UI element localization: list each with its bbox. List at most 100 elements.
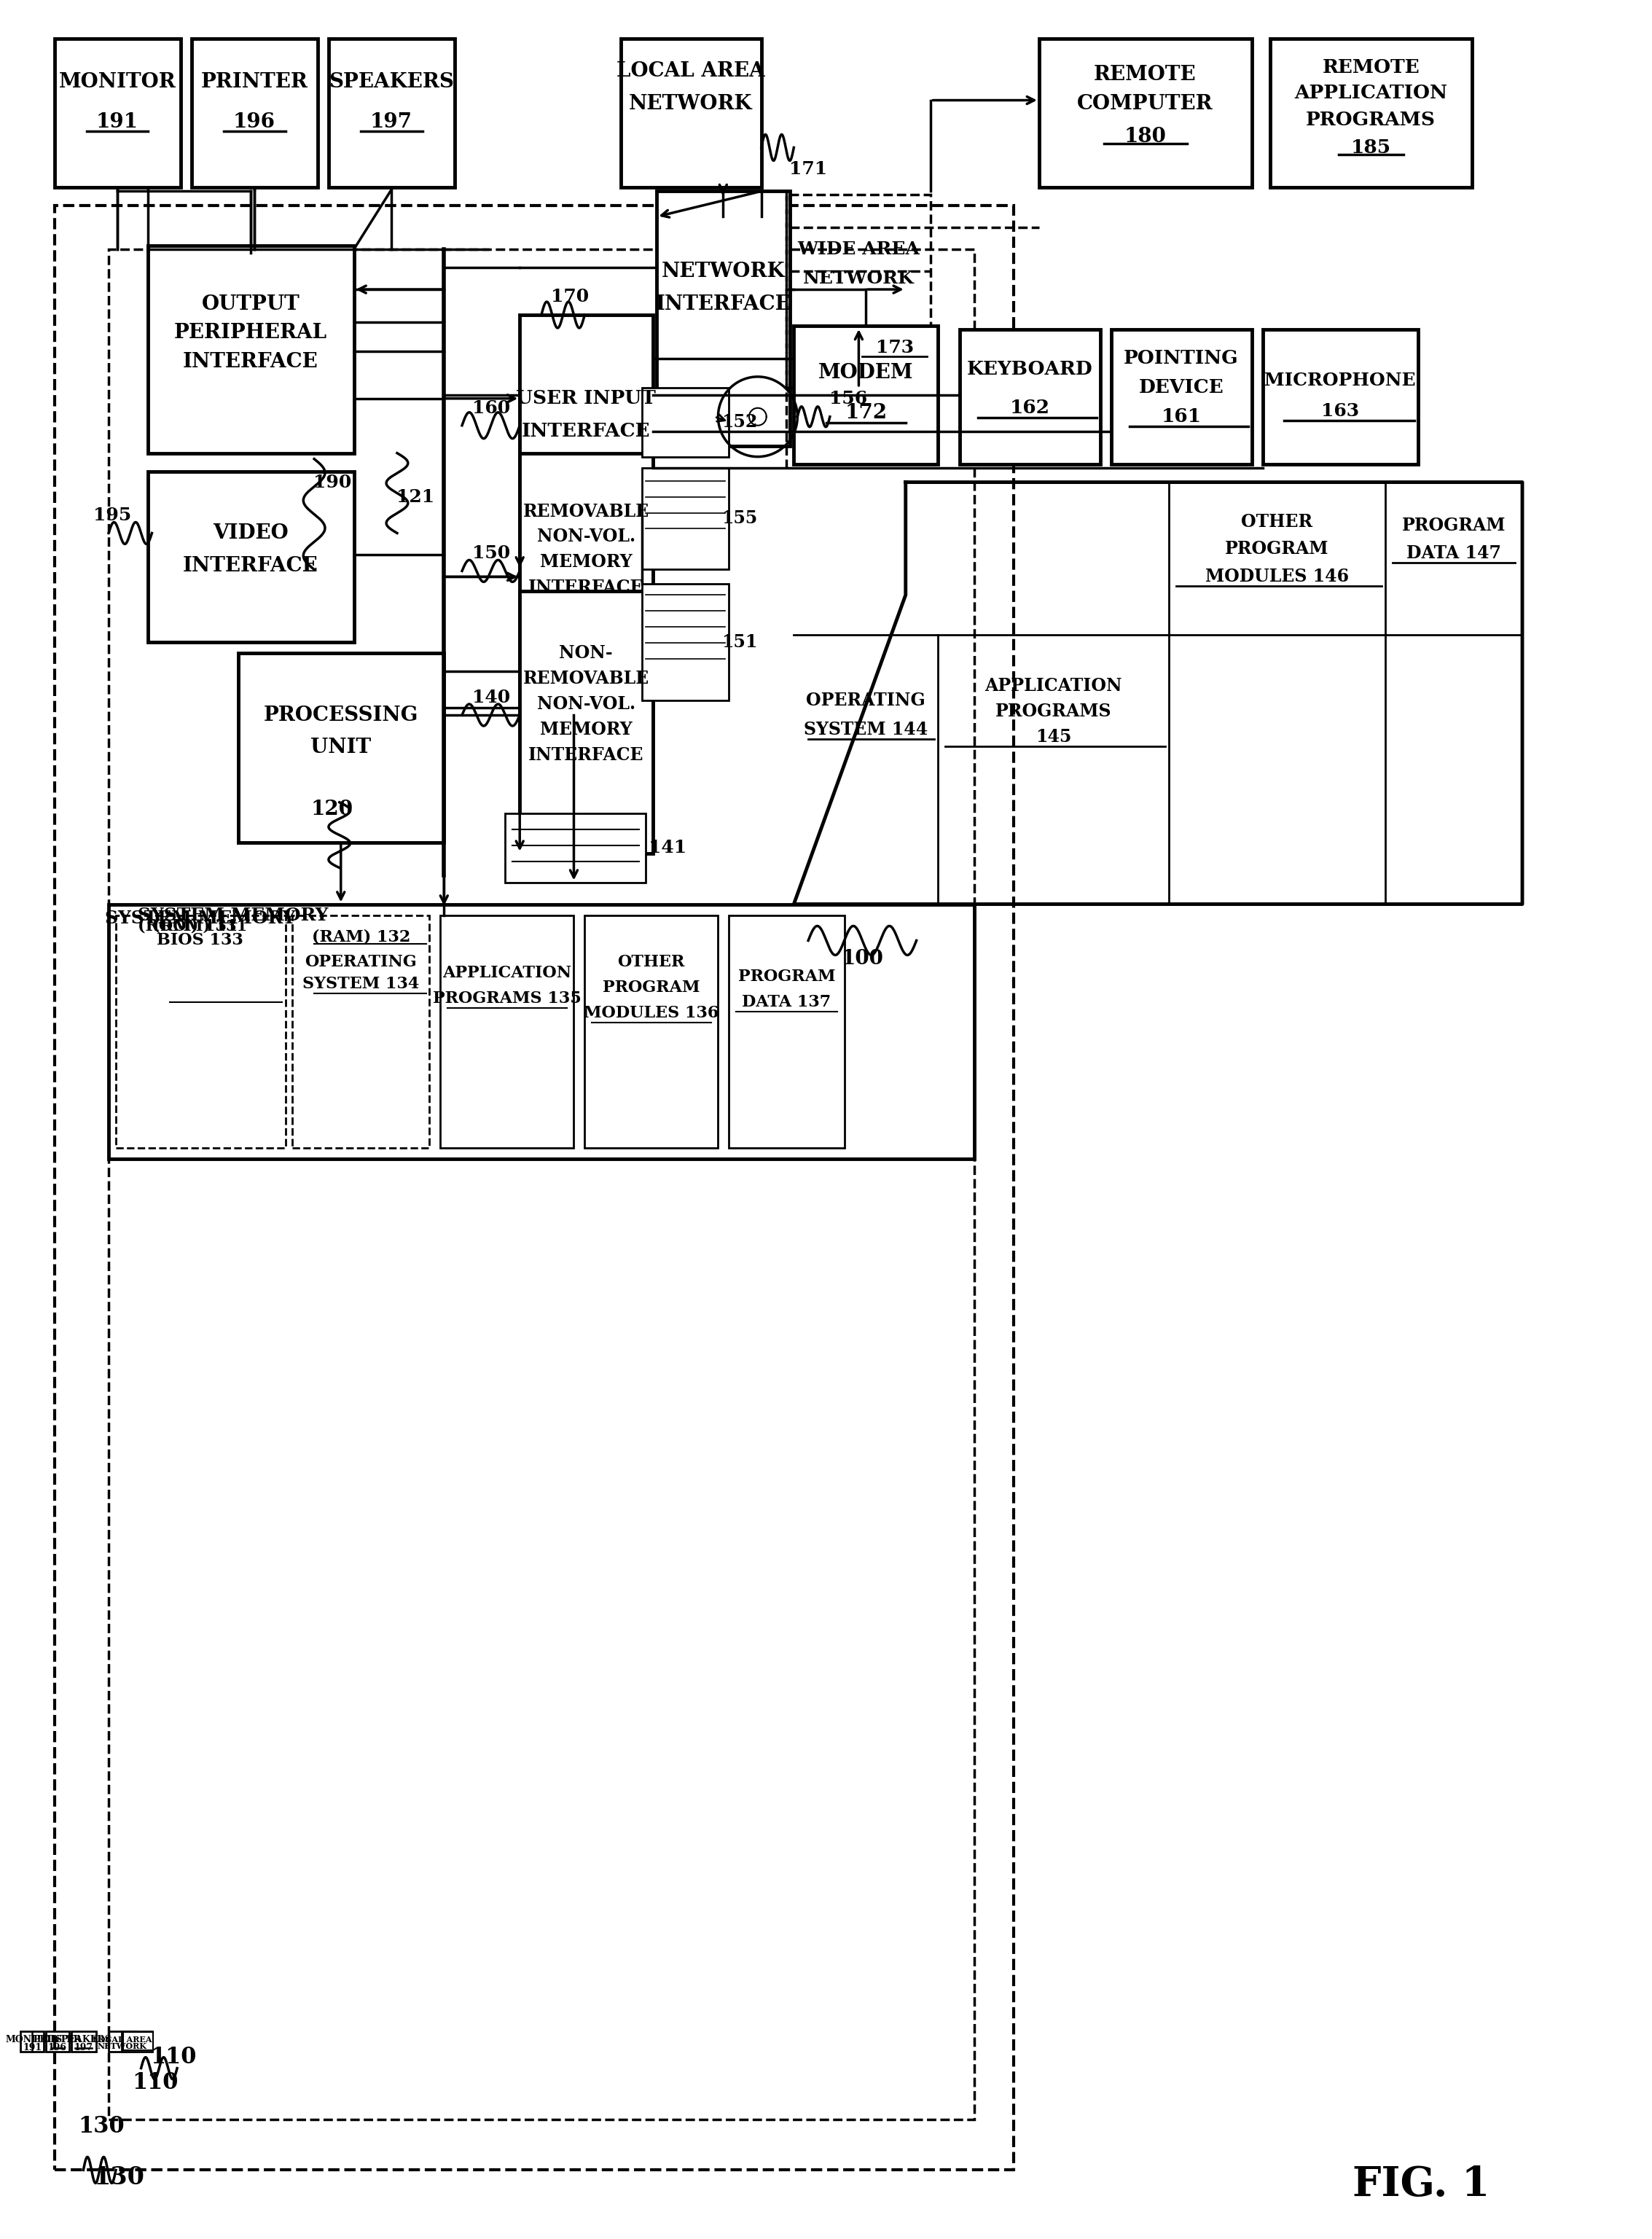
Text: MODULES 146: MODULES 146: [1206, 569, 1350, 587]
Text: APPLICATION: APPLICATION: [985, 676, 1122, 694]
Bar: [729, 916, 844, 1149]
Text: 121: 121: [396, 488, 434, 506]
Text: MEMORY: MEMORY: [540, 721, 633, 739]
Text: APPLICATION: APPLICATION: [1294, 83, 1447, 103]
Bar: [520, 591, 653, 853]
Text: PROGRAMS: PROGRAMS: [996, 703, 1112, 721]
Bar: [506, 813, 646, 882]
Text: MEMORY: MEMORY: [540, 553, 633, 571]
Text: OPERATING: OPERATING: [306, 954, 416, 969]
Bar: [1112, 329, 1252, 463]
Bar: [643, 468, 729, 569]
Bar: [657, 190, 790, 446]
Text: KEYBOARD: KEYBOARD: [966, 360, 1092, 378]
Text: 140: 140: [472, 690, 510, 705]
Text: NETWORK: NETWORK: [661, 262, 785, 282]
Text: PROGRAM: PROGRAM: [1403, 517, 1505, 535]
Text: 160: 160: [472, 399, 510, 416]
Text: 180: 180: [1123, 128, 1166, 146]
Text: 155: 155: [722, 510, 758, 528]
Bar: [238, 654, 444, 842]
Text: POINTING: POINTING: [1123, 349, 1239, 367]
Text: 191: 191: [23, 2042, 41, 2053]
Text: (ROM) 131: (ROM) 131: [137, 918, 238, 934]
Bar: [643, 584, 729, 701]
Text: 173: 173: [876, 338, 914, 356]
Text: LOCAL AREA: LOCAL AREA: [93, 2035, 152, 2044]
Bar: [292, 916, 430, 1149]
Bar: [149, 470, 354, 643]
Text: INTERFACE: INTERFACE: [529, 580, 644, 596]
Text: SYSTEM 144: SYSTEM 144: [805, 721, 928, 739]
Bar: [585, 916, 719, 1149]
Text: 156: 156: [829, 390, 867, 407]
Bar: [520, 452, 653, 708]
Text: USER INPUT: USER INPUT: [515, 390, 656, 407]
Bar: [520, 316, 653, 569]
Text: 162: 162: [1009, 399, 1049, 416]
Text: 120: 120: [311, 799, 354, 819]
Text: PROGRAM: PROGRAM: [603, 981, 700, 996]
Bar: [786, 195, 930, 387]
Text: MONITOR: MONITOR: [59, 72, 175, 92]
Text: DEVICE: DEVICE: [1138, 378, 1224, 396]
Text: 185: 185: [1351, 139, 1391, 157]
Bar: [621, 38, 762, 188]
Text: PRINTER: PRINTER: [33, 2035, 81, 2044]
Bar: [795, 325, 938, 463]
Bar: [46, 2031, 69, 2051]
Text: OTHER: OTHER: [1241, 513, 1313, 531]
Bar: [122, 2031, 154, 2051]
Text: 151: 151: [722, 634, 758, 652]
Text: 190: 190: [314, 472, 352, 490]
Text: BIOS 133: BIOS 133: [157, 931, 243, 949]
Bar: [20, 2031, 43, 2051]
Bar: [109, 2031, 135, 2051]
Text: FIG. 1: FIG. 1: [1353, 2165, 1490, 2205]
Text: MICROPHONE: MICROPHONE: [1264, 372, 1416, 390]
Text: 172: 172: [844, 403, 887, 423]
Text: DATA 147: DATA 147: [1406, 544, 1502, 562]
Bar: [116, 916, 286, 1149]
Text: NON-VOL.: NON-VOL.: [537, 528, 636, 546]
Text: (RAM) 132: (RAM) 132: [312, 929, 410, 945]
Text: 195: 195: [93, 506, 131, 524]
Text: 161: 161: [1161, 407, 1201, 425]
Bar: [55, 38, 180, 188]
Text: INTERFACE: INTERFACE: [529, 746, 644, 763]
Text: (ROM) 131: (ROM) 131: [154, 918, 248, 934]
Bar: [960, 329, 1100, 463]
Text: SPEAKERS: SPEAKERS: [329, 72, 454, 92]
Text: NETWORK: NETWORK: [629, 94, 752, 114]
Text: PROGRAM: PROGRAM: [738, 969, 836, 985]
Text: COMPUTER: COMPUTER: [1077, 94, 1213, 114]
Bar: [122, 2031, 152, 2051]
Text: 196: 196: [233, 112, 276, 132]
Text: NETWORK: NETWORK: [97, 2042, 147, 2051]
Text: SYSTEM MEMORY: SYSTEM MEMORY: [137, 907, 329, 925]
Text: PROGRAMS 135: PROGRAMS 135: [433, 990, 582, 1008]
Text: OTHER: OTHER: [618, 954, 684, 969]
Text: REMOVABLE: REMOVABLE: [524, 502, 649, 519]
Text: OPERATING: OPERATING: [806, 692, 925, 710]
Text: NETWORK: NETWORK: [803, 269, 915, 287]
Text: MODULES 136: MODULES 136: [583, 1005, 719, 1021]
Text: REMOTE: REMOTE: [1094, 65, 1196, 85]
Text: PROGRAM: PROGRAM: [1226, 540, 1328, 558]
Bar: [1262, 329, 1417, 463]
Text: REMOVABLE: REMOVABLE: [524, 669, 649, 687]
Text: 100: 100: [841, 949, 884, 969]
Bar: [55, 206, 1014, 2170]
Text: VIDEO: VIDEO: [213, 524, 289, 542]
Text: LOCAL AREA: LOCAL AREA: [616, 60, 765, 81]
Text: SPEAKERS: SPEAKERS: [55, 2035, 112, 2044]
Text: DATA 137: DATA 137: [742, 994, 831, 1010]
Text: INTERFACE: INTERFACE: [656, 293, 791, 313]
Text: 145: 145: [1036, 728, 1072, 746]
Text: PROGRAMS: PROGRAMS: [1307, 110, 1436, 130]
Text: REMOTE: REMOTE: [1322, 58, 1419, 76]
Text: INTERFACE: INTERFACE: [183, 352, 319, 372]
Text: NON-VOL.: NON-VOL.: [537, 696, 636, 712]
Text: PRINTER: PRINTER: [202, 72, 307, 92]
Text: OUTPUT: OUTPUT: [202, 293, 299, 313]
